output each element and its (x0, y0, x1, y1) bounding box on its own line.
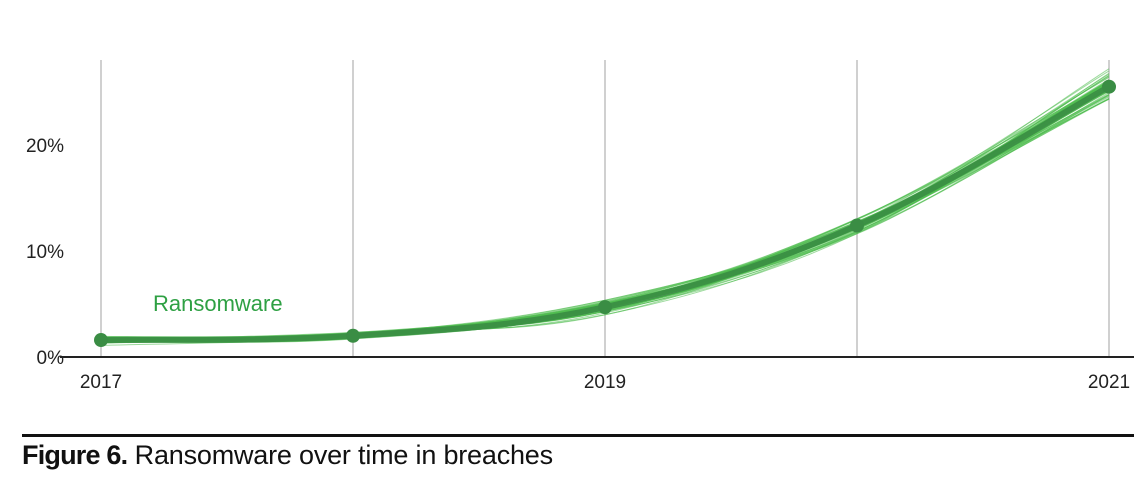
data-points (94, 79, 1116, 348)
y-tick-label: 0% (37, 348, 65, 369)
y-tick-label: 10% (26, 242, 64, 263)
x-tick-label: 2021 (1088, 372, 1130, 393)
data-point-2017 (94, 333, 108, 348)
data-point-2020 (850, 218, 864, 233)
figure-caption: Figure 6. Ransomware over time in breach… (22, 440, 553, 471)
y-axis-tick-labels: 0% 10% 20% (26, 136, 64, 369)
caption-divider (22, 434, 1134, 437)
series-label-ransomware: Ransomware (153, 291, 283, 316)
x-tick-label: 2019 (584, 372, 626, 393)
vertical-gridlines (100, 60, 1110, 357)
x-tick-label: 2017 (80, 372, 122, 393)
ransomware-line-chart: 0% 10% 20% 2017 2019 2021 Ransomware (26, 60, 1134, 393)
data-point-2019 (598, 300, 612, 315)
figure-number: Figure 6. (22, 440, 128, 470)
data-point-2018 (346, 328, 360, 343)
y-tick-label: 20% (26, 136, 64, 157)
data-point-2021 (1102, 79, 1116, 94)
figure-caption-text: Ransomware over time in breaches (134, 440, 553, 470)
x-axis-tick-labels: 2017 2019 2021 (80, 372, 1130, 393)
